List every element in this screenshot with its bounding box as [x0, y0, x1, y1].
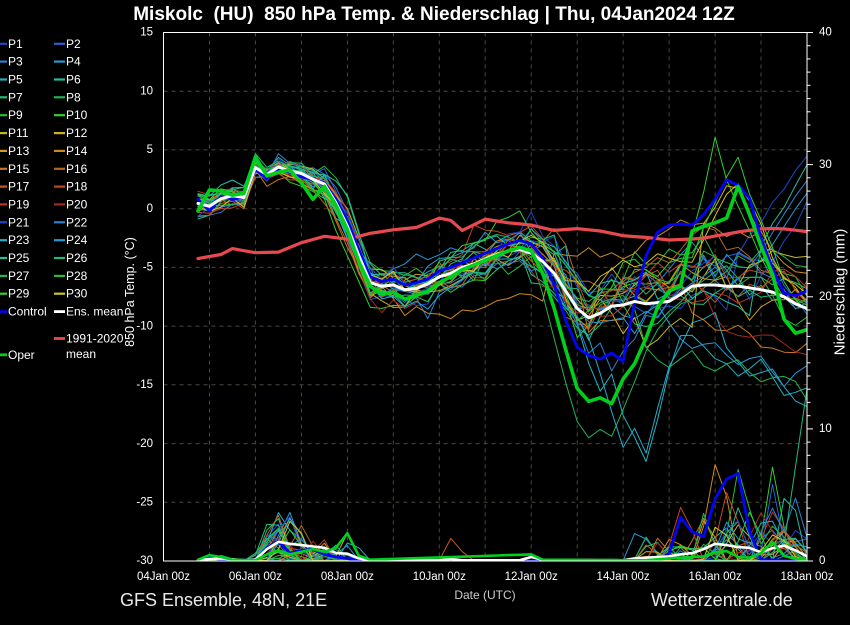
svg-text:P23: P23 [8, 233, 30, 247]
svg-text:20: 20 [819, 291, 832, 303]
svg-text:40: 40 [819, 27, 832, 39]
svg-text:Date (UTC): Date (UTC) [454, 588, 515, 602]
svg-text:-25: -25 [136, 497, 153, 509]
svg-text:P10: P10 [66, 108, 88, 122]
svg-text:15: 15 [140, 27, 153, 39]
svg-text:P17: P17 [8, 180, 30, 194]
svg-text:10: 10 [819, 423, 832, 435]
svg-text:P21: P21 [8, 215, 30, 229]
svg-text:P6: P6 [66, 73, 81, 87]
svg-text:P26: P26 [66, 251, 88, 265]
svg-text:850 hPa Temp. (°C): 850 hPa Temp. (°C) [123, 237, 137, 347]
svg-text:-15: -15 [136, 379, 153, 391]
svg-text:14Jan 00z: 14Jan 00z [597, 571, 650, 583]
svg-text:0: 0 [819, 555, 825, 567]
svg-text:P22: P22 [66, 215, 88, 229]
svg-text:0: 0 [147, 203, 153, 215]
svg-text:08Jan 00z: 08Jan 00z [321, 571, 374, 583]
svg-text:P13: P13 [8, 144, 30, 158]
svg-text:Miskolc (HU) 850 hPa Temp. &: Miskolc (HU) 850 hPa Temp. & Niederschla… [133, 4, 735, 25]
svg-text:P29: P29 [8, 287, 30, 301]
svg-text:-30: -30 [136, 555, 153, 567]
svg-text:P3: P3 [8, 55, 23, 69]
svg-text:Niederschlag (mm): Niederschlag (mm) [832, 229, 849, 356]
svg-text:-20: -20 [136, 438, 153, 450]
svg-text:P2: P2 [66, 37, 81, 51]
svg-text:P28: P28 [66, 269, 88, 283]
svg-text:10Jan 00z: 10Jan 00z [413, 571, 466, 583]
svg-text:P30: P30 [66, 287, 88, 301]
svg-text:1991-2020: 1991-2020 [66, 332, 124, 346]
svg-text:P5: P5 [8, 73, 23, 87]
svg-text:Wetterzentrale.de: Wetterzentrale.de [651, 590, 793, 610]
svg-text:P27: P27 [8, 269, 30, 283]
svg-text:mean: mean [66, 347, 96, 361]
svg-text:P9: P9 [8, 108, 23, 122]
svg-text:P1: P1 [8, 37, 23, 51]
svg-text:-5: -5 [143, 262, 153, 274]
svg-text:Ens. mean: Ens. mean [66, 305, 123, 319]
svg-text:P14: P14 [66, 144, 88, 158]
svg-text:P19: P19 [8, 197, 30, 211]
svg-text:P8: P8 [66, 90, 81, 104]
svg-text:Oper: Oper [8, 348, 35, 362]
svg-text:12Jan 00z: 12Jan 00z [505, 571, 558, 583]
svg-text:5: 5 [147, 144, 153, 156]
svg-text:P18: P18 [66, 180, 88, 194]
svg-text:30: 30 [819, 159, 832, 171]
svg-text:04Jan 00z: 04Jan 00z [137, 571, 190, 583]
svg-text:P24: P24 [66, 233, 88, 247]
svg-text:P4: P4 [66, 55, 81, 69]
svg-text:06Jan 00z: 06Jan 00z [229, 571, 282, 583]
svg-text:P15: P15 [8, 162, 30, 176]
svg-text:P11: P11 [8, 126, 29, 140]
svg-text:16Jan 00z: 16Jan 00z [689, 571, 742, 583]
svg-text:10: 10 [140, 85, 153, 97]
svg-text:18Jan 00z: 18Jan 00z [780, 571, 833, 583]
svg-text:P12: P12 [66, 126, 88, 140]
svg-text:Control: Control [8, 305, 47, 319]
svg-text:-10: -10 [136, 320, 153, 332]
svg-text:P16: P16 [66, 162, 88, 176]
svg-text:P20: P20 [66, 197, 88, 211]
svg-text:P25: P25 [8, 251, 30, 265]
svg-text:P7: P7 [8, 90, 23, 104]
svg-text:GFS Ensemble, 48N, 21E: GFS Ensemble, 48N, 21E [120, 590, 327, 610]
